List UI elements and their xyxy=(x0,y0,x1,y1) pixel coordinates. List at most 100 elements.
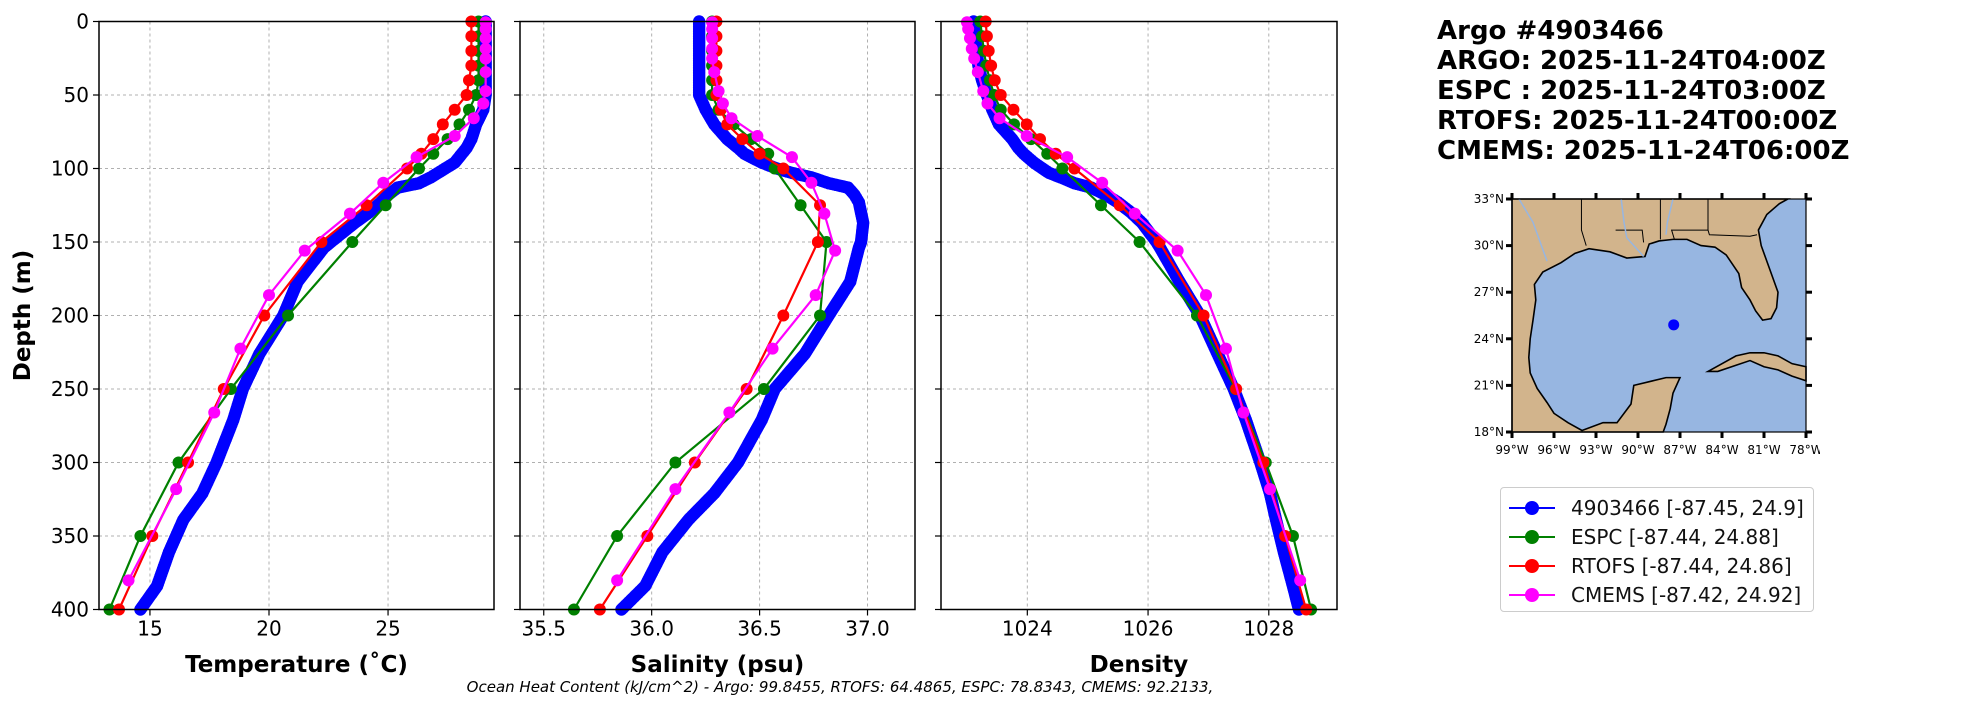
cmems-marker xyxy=(1096,176,1109,189)
legend-marker-icon xyxy=(1509,527,1555,547)
state-border xyxy=(1580,199,1587,246)
espc-marker xyxy=(172,456,185,469)
espc-marker xyxy=(669,456,682,469)
rtofs-marker xyxy=(753,147,766,160)
cmems-marker xyxy=(962,22,975,35)
cmems-marker xyxy=(977,85,990,98)
legend-marker-icon xyxy=(1509,556,1555,576)
espc-marker xyxy=(794,199,807,212)
land-north-america xyxy=(1511,198,1791,433)
legend-item-espc: ESPC [-87.44, 24.88] xyxy=(1509,522,1813,551)
x-tick-label: 36.5 xyxy=(737,617,782,641)
cmems-marker xyxy=(809,289,822,302)
lon-label: 99°W xyxy=(1495,443,1528,457)
lon-label: 93°W xyxy=(1579,443,1612,457)
cmems-marker xyxy=(766,342,779,355)
map-frame xyxy=(1511,198,1807,433)
cmems-marker xyxy=(448,130,461,143)
cmems-marker xyxy=(1237,406,1250,419)
espc-marker xyxy=(379,199,392,212)
cmems-marker xyxy=(234,342,247,355)
x-tick-label: 37.0 xyxy=(845,617,890,641)
location-map: 18°N 21°N 24°N 27°N 30°N 33°N 99°W 96°W 93°W 90°W… xyxy=(1474,192,1820,457)
title-argo-time: ARGO: 2025-11-24T04:00Z xyxy=(1437,46,1826,76)
lat-label: 24°N xyxy=(1474,332,1504,346)
y-tick-label: 400 xyxy=(51,598,89,622)
cmems-marker xyxy=(343,207,356,220)
lon-label: 84°W xyxy=(1705,443,1738,457)
rtofs-marker xyxy=(777,162,790,175)
cmems-marker xyxy=(479,52,492,65)
espc-marker xyxy=(1056,162,1069,175)
legend: 4903466 [-87.45, 24.9] ESPC [-87.44, 24.… xyxy=(1500,487,1814,612)
x-tick-label: 1024 xyxy=(1002,617,1053,641)
y-tick-label: 300 xyxy=(51,451,89,475)
cmems-marker xyxy=(708,66,721,79)
lat-label: 30°N xyxy=(1474,239,1504,253)
rtofs-marker xyxy=(465,30,478,43)
axes-frame xyxy=(98,20,495,611)
cmems-marker xyxy=(1171,244,1184,257)
y-tick-label: 0 xyxy=(76,10,89,34)
rtofs-marker xyxy=(460,89,473,101)
cmems-marker xyxy=(751,130,764,143)
legend-label: RTOFS [-87.44, 24.86] xyxy=(1571,553,1792,578)
y-tick-label: 200 xyxy=(51,304,89,328)
cmems-marker xyxy=(981,97,994,110)
legend-item-argo: 4903466 [-87.45, 24.9] xyxy=(1509,493,1813,522)
cmems-marker xyxy=(963,32,976,45)
espc-marker xyxy=(346,236,359,248)
y-tick-label: 50 xyxy=(64,83,89,107)
x-axis-label: Salinity (psu) xyxy=(631,652,805,678)
legend-label: 4903466 [-87.45, 24.9] xyxy=(1571,495,1804,520)
cmems-marker xyxy=(1219,342,1232,355)
espc-marker xyxy=(814,309,827,322)
lat-label: 18°N xyxy=(1474,425,1504,439)
espc-marker xyxy=(757,383,770,395)
rtofs-marker xyxy=(465,44,478,57)
float-location-marker xyxy=(1668,319,1680,331)
espc-marker xyxy=(1094,199,1107,212)
cmems-marker xyxy=(479,66,492,79)
river xyxy=(1620,198,1645,257)
axes-frame xyxy=(940,20,1338,611)
plot-title: Argo #4903466 ARGO: 2025-11-24T04:00Z ES… xyxy=(1437,16,1849,166)
series-group xyxy=(960,15,1318,616)
rtofs-marker xyxy=(448,103,461,116)
x-tick-label: 1028 xyxy=(1243,617,1294,641)
river xyxy=(1518,198,1548,262)
cmems-marker xyxy=(706,22,719,35)
cmems-marker xyxy=(479,42,492,55)
cmems-marker xyxy=(829,244,842,257)
x-tick-label: 36.0 xyxy=(629,617,674,641)
rtofs-marker xyxy=(1007,103,1020,116)
espc-marker xyxy=(611,530,624,542)
cmems-marker xyxy=(1128,207,1141,220)
lat-label: 27°N xyxy=(1474,285,1504,299)
rtofs-marker xyxy=(1197,309,1210,322)
legend-item-rtofs: RTOFS [-87.44, 24.86] xyxy=(1509,551,1813,580)
cmems-marker xyxy=(611,574,624,587)
state-border xyxy=(1670,199,1709,240)
cmems-marker xyxy=(785,151,798,164)
espc-marker xyxy=(134,530,147,542)
legend-marker-icon xyxy=(1509,498,1555,518)
espc-marker xyxy=(1041,147,1054,160)
rtofs-marker xyxy=(258,309,271,322)
rtofs-marker xyxy=(811,236,824,248)
rtofs-marker xyxy=(988,74,1001,87)
state-border xyxy=(1707,229,1758,237)
rtofs-marker xyxy=(985,59,998,72)
cmems-marker xyxy=(170,483,183,496)
title-espc-time: ESPC : 2025-11-24T03:00Z xyxy=(1437,76,1826,106)
x-tick-label: 20 xyxy=(256,617,281,641)
cmems-marker xyxy=(479,85,492,98)
rtofs-marker xyxy=(427,133,440,146)
title-cmems-time: CMEMS: 2025-11-24T06:00Z xyxy=(1437,136,1850,166)
series-line-argo xyxy=(972,21,1300,610)
y-tick-label: 150 xyxy=(51,230,89,254)
rtofs-marker xyxy=(1020,118,1033,131)
cmems-marker xyxy=(1020,130,1033,143)
x-tick-label: 15 xyxy=(137,617,162,641)
